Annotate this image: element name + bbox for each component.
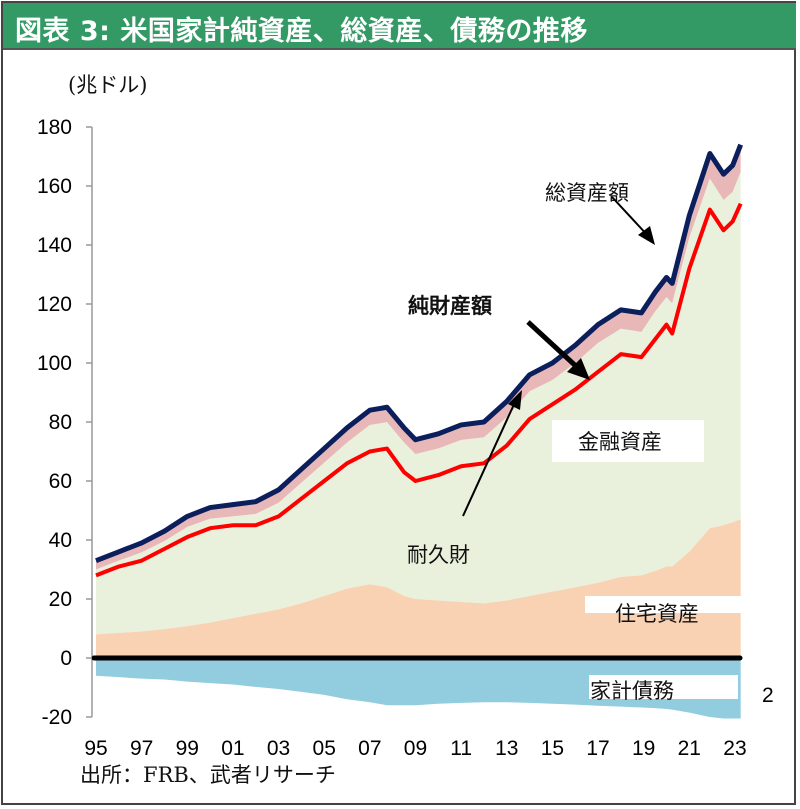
arrow-head-durables [508,390,522,410]
arrow-head-total-assets [638,226,655,245]
title-bar: 図表 3: 米国家計純資産、総資産、債務の推移 [3,3,796,50]
line-total-assets [95,143,743,563]
x-tick-label: 15 [541,737,564,760]
line-net-worth [95,202,743,578]
y-tick-label: 100 [37,352,72,375]
label-box-housing [585,596,742,613]
y-tick-label: 60 [49,470,72,493]
annotation-debt: 家計債務 [590,679,674,703]
x-tick-label: 17 [586,737,609,760]
x-tick-label: 09 [404,737,427,760]
annotation-financial-assets: 金融資産 [578,430,662,454]
y-axis-unit: (兆ドル) [68,73,147,97]
y-tick-label: 40 [49,529,72,552]
arrow-net-worth [526,320,580,370]
x-tick-label: 19 [632,737,655,760]
y-tick-label: 140 [37,234,72,257]
y-tick-label: 20 [49,588,72,611]
x-tick-label: 99 [176,737,199,760]
x-tick-label: 11 [450,737,472,760]
y-tick-label: 160 [37,175,72,198]
area-housing [96,519,741,658]
annotation-housing: 住宅資産 [615,602,699,626]
annotation-durables: 耐久財 [407,543,470,567]
source-note: 出所：FRB、武者リサーチ [80,763,336,787]
y-tick-label: 80 [49,411,72,434]
x-tick-label: 07 [358,737,381,760]
annotation-number: 2 [762,684,774,707]
x-tick-label: 05 [313,737,336,760]
arrow-head-net-worth [567,358,590,380]
y-tick-label: 120 [37,293,72,316]
arrow-durables [462,399,517,517]
chart-title: 図表 3: 米国家計純資産、総資産、債務の推移 [15,16,588,47]
label-box-financial [552,420,704,462]
area-financial-assets [96,171,741,635]
x-tick-label: 13 [495,737,518,760]
y-tick-label: 0 [60,647,72,670]
x-tick-label: 23 [723,737,746,760]
x-tick-label: 21 [678,737,701,760]
label-box-debt [589,675,738,699]
x-tick-label: 01 [221,737,244,760]
annotation-net-worth: 純財産額 [408,293,492,318]
y-tick-label: -20 [42,706,72,729]
x-tick-label: 95 [84,737,107,760]
y-tick-label: 180 [37,116,72,139]
x-tick-label: 97 [130,737,153,760]
x-tick-label: 03 [267,737,290,760]
area-household-debt [96,658,741,719]
